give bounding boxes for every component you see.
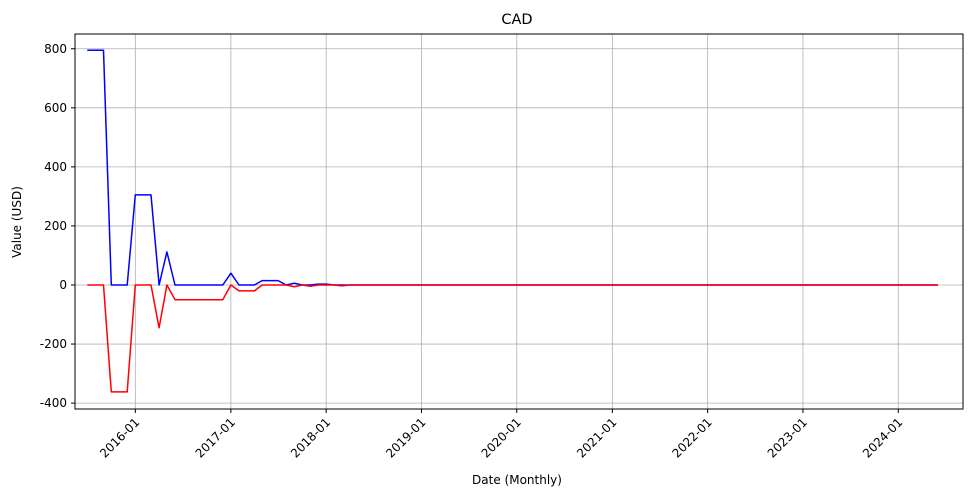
x-tick-label: 2023-01 (765, 415, 810, 460)
x-axis: 2016-01 2017-01 2018-01 2019-01 2020-01 2021-… (97, 409, 905, 461)
y-tick-label: -200 (40, 337, 67, 351)
y-tick-label: 600 (44, 101, 67, 115)
chart-title: CAD (501, 12, 532, 28)
series-line-2 (87, 284, 938, 393)
y-tick-label: 200 (44, 219, 67, 233)
x-tick-label: 2020-01 (479, 415, 524, 460)
grid (75, 34, 963, 409)
y-tick-label: -400 (40, 396, 67, 410)
y-tick-label: 800 (44, 42, 67, 56)
x-tick-label: 2018-01 (288, 415, 333, 460)
x-tick-label: 2022-01 (669, 415, 714, 460)
y-axis-label: Value (USD) (10, 186, 24, 258)
y-tick-label: 400 (44, 160, 67, 174)
x-tick-label: 2016-01 (97, 415, 142, 460)
plot-frame (74, 33, 964, 410)
x-tick-label: 2024-01 (860, 415, 905, 460)
x-tick-label: 2017-01 (193, 415, 238, 460)
x-tick-label: 2019-01 (383, 415, 428, 460)
y-axis: -400 -200 0 200 400 600 800 (40, 42, 75, 410)
y-tick-label: 0 (59, 278, 67, 292)
x-axis-label: Date (Monthly) (472, 473, 562, 487)
series-line-1 (87, 49, 938, 286)
series-group (87, 49, 938, 393)
x-tick-label: 2021-01 (574, 415, 619, 460)
